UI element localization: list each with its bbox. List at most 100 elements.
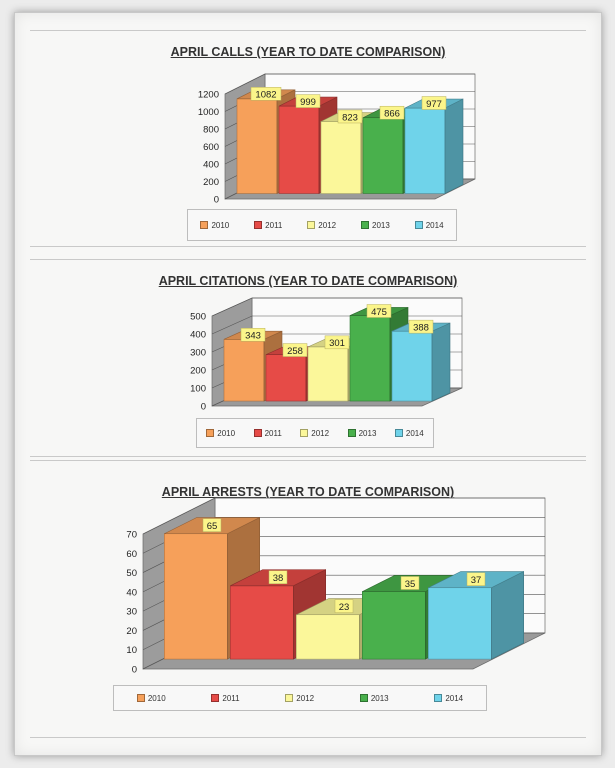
- data-label: 866: [384, 109, 400, 120]
- legend-label: 2010: [211, 220, 230, 230]
- side-gridline: [211, 315, 253, 335]
- legend-swatch: [253, 429, 262, 437]
- y-tick-label: 800: [203, 125, 219, 136]
- calls-chart: 0 200 400 600 800 1000 1200 1082 999 823 866 977: [198, 73, 476, 206]
- bar-2014: [404, 98, 464, 194]
- legend-label: 2012: [318, 220, 337, 230]
- y-tick-label: 60: [126, 549, 137, 560]
- legend-swatch: [307, 221, 316, 229]
- legend-label: 2012: [296, 693, 315, 703]
- data-label: 65: [207, 521, 218, 532]
- bar-front: [404, 107, 446, 194]
- y-tick-label: 600: [203, 142, 219, 153]
- y-tick-label: 0: [214, 195, 219, 206]
- bar-front: [427, 587, 492, 660]
- bar-front: [349, 315, 391, 402]
- data-label-box: [466, 572, 486, 586]
- legend-label: 2013: [358, 428, 377, 438]
- y-tick-label: 70: [126, 530, 137, 541]
- chart-title: APRIL ARRESTS (YEAR TO DATE COMPARISON): [161, 485, 455, 499]
- legend-item-2013: 2013: [359, 693, 389, 703]
- legend-item-2010: 2010: [206, 429, 235, 438]
- bar-front: [164, 533, 228, 660]
- y-tick-label: 50: [126, 568, 137, 579]
- data-label-box: [400, 576, 420, 590]
- legend-label: 2014: [405, 428, 424, 438]
- data-label: 999: [300, 97, 316, 108]
- y-tick-label: 0: [132, 665, 137, 676]
- legend-item-2010: 2010: [136, 693, 166, 703]
- data-label-box: [268, 570, 288, 584]
- data-label: 35: [405, 579, 416, 590]
- legend-swatch: [300, 429, 309, 437]
- data-label: 343: [245, 331, 261, 342]
- legend-label: 2011: [264, 428, 282, 438]
- y-tick-label: 30: [126, 607, 137, 618]
- legend-swatch: [136, 694, 145, 702]
- legend-label: 2014: [425, 220, 444, 230]
- bar-front: [223, 339, 265, 402]
- data-label-box: [240, 328, 266, 342]
- legend-label: 2011: [265, 220, 283, 230]
- bar-front: [230, 585, 294, 660]
- data-label-box: [408, 319, 434, 334]
- chart-title: APRIL CITATIONS (YEAR TO DATE COMPARISON…: [158, 274, 458, 288]
- bar-2014: [391, 322, 451, 402]
- legend-item-2013: 2013: [361, 221, 390, 230]
- data-label-box: [421, 96, 447, 110]
- data-label: 301: [329, 338, 345, 349]
- legend-swatch: [200, 221, 209, 229]
- legend-swatch: [434, 694, 443, 702]
- side-gridline: [224, 73, 266, 95]
- bar-front: [391, 330, 433, 402]
- legend-item-2011: 2011: [253, 428, 282, 438]
- legend-label: 2014: [445, 693, 464, 703]
- data-label-box: [324, 335, 350, 350]
- legend-swatch: [254, 221, 263, 229]
- data-label: 1082: [255, 90, 276, 101]
- bar-front: [236, 98, 278, 194]
- bar-front: [295, 614, 360, 660]
- chart-title: APRIL CALLS (YEAR TO DATE COMPARISON): [170, 45, 446, 59]
- y-tick-label: 1200: [198, 90, 219, 101]
- y-tick-label: 400: [190, 330, 206, 341]
- legend-item-2014: 2014: [434, 694, 463, 703]
- arrests-chart-panel: APRIL ARRESTS (YEAR TO DATE COMPARISON) …: [30, 460, 586, 738]
- legend-swatch: [206, 429, 215, 437]
- legend-label: 2013: [372, 220, 390, 230]
- bar-2014: [427, 571, 525, 660]
- citations-chart: 0 100 200 300 400 500 343 258 301 475 388: [190, 297, 463, 413]
- legend-label: 2010: [147, 693, 166, 703]
- calls-chart-panel: APRIL CALLS (YEAR TO DATE COMPARISON) 0 2…: [30, 30, 586, 247]
- data-label: 388: [413, 322, 429, 333]
- data-label-box: [250, 87, 282, 101]
- legend-item-2012: 2012: [285, 694, 314, 703]
- legend-swatch: [347, 429, 356, 437]
- data-label: 38: [273, 573, 284, 584]
- legend-item-2012: 2012: [307, 221, 336, 230]
- chart-legend: 2010 2011 2012 2013 2014: [113, 685, 487, 711]
- side-gridline: [211, 297, 253, 317]
- legend-item-2011: 2011: [254, 221, 282, 230]
- data-label-box: [202, 518, 222, 532]
- bar-front: [265, 354, 307, 402]
- data-label: 823: [342, 112, 358, 123]
- legend-item-2012: 2012: [300, 429, 329, 438]
- bar-front: [361, 591, 426, 660]
- data-label: 258: [287, 346, 303, 357]
- y-tick-label: 100: [190, 384, 206, 395]
- legend-label: 2011: [222, 693, 240, 703]
- legend-swatch: [394, 429, 403, 437]
- data-label-box: [366, 304, 392, 318]
- data-label: 23: [339, 602, 350, 613]
- legend-swatch: [414, 221, 423, 229]
- legend-item-2014: 2014: [414, 220, 444, 230]
- data-label-box: [379, 105, 405, 120]
- legend-label: 2013: [370, 693, 389, 703]
- data-label-box: [282, 343, 308, 357]
- bar-side: [431, 322, 451, 402]
- legend-item-2011: 2011: [211, 693, 240, 703]
- bar-front: [320, 121, 362, 194]
- bar-front: [307, 346, 349, 402]
- legend-swatch: [285, 694, 294, 702]
